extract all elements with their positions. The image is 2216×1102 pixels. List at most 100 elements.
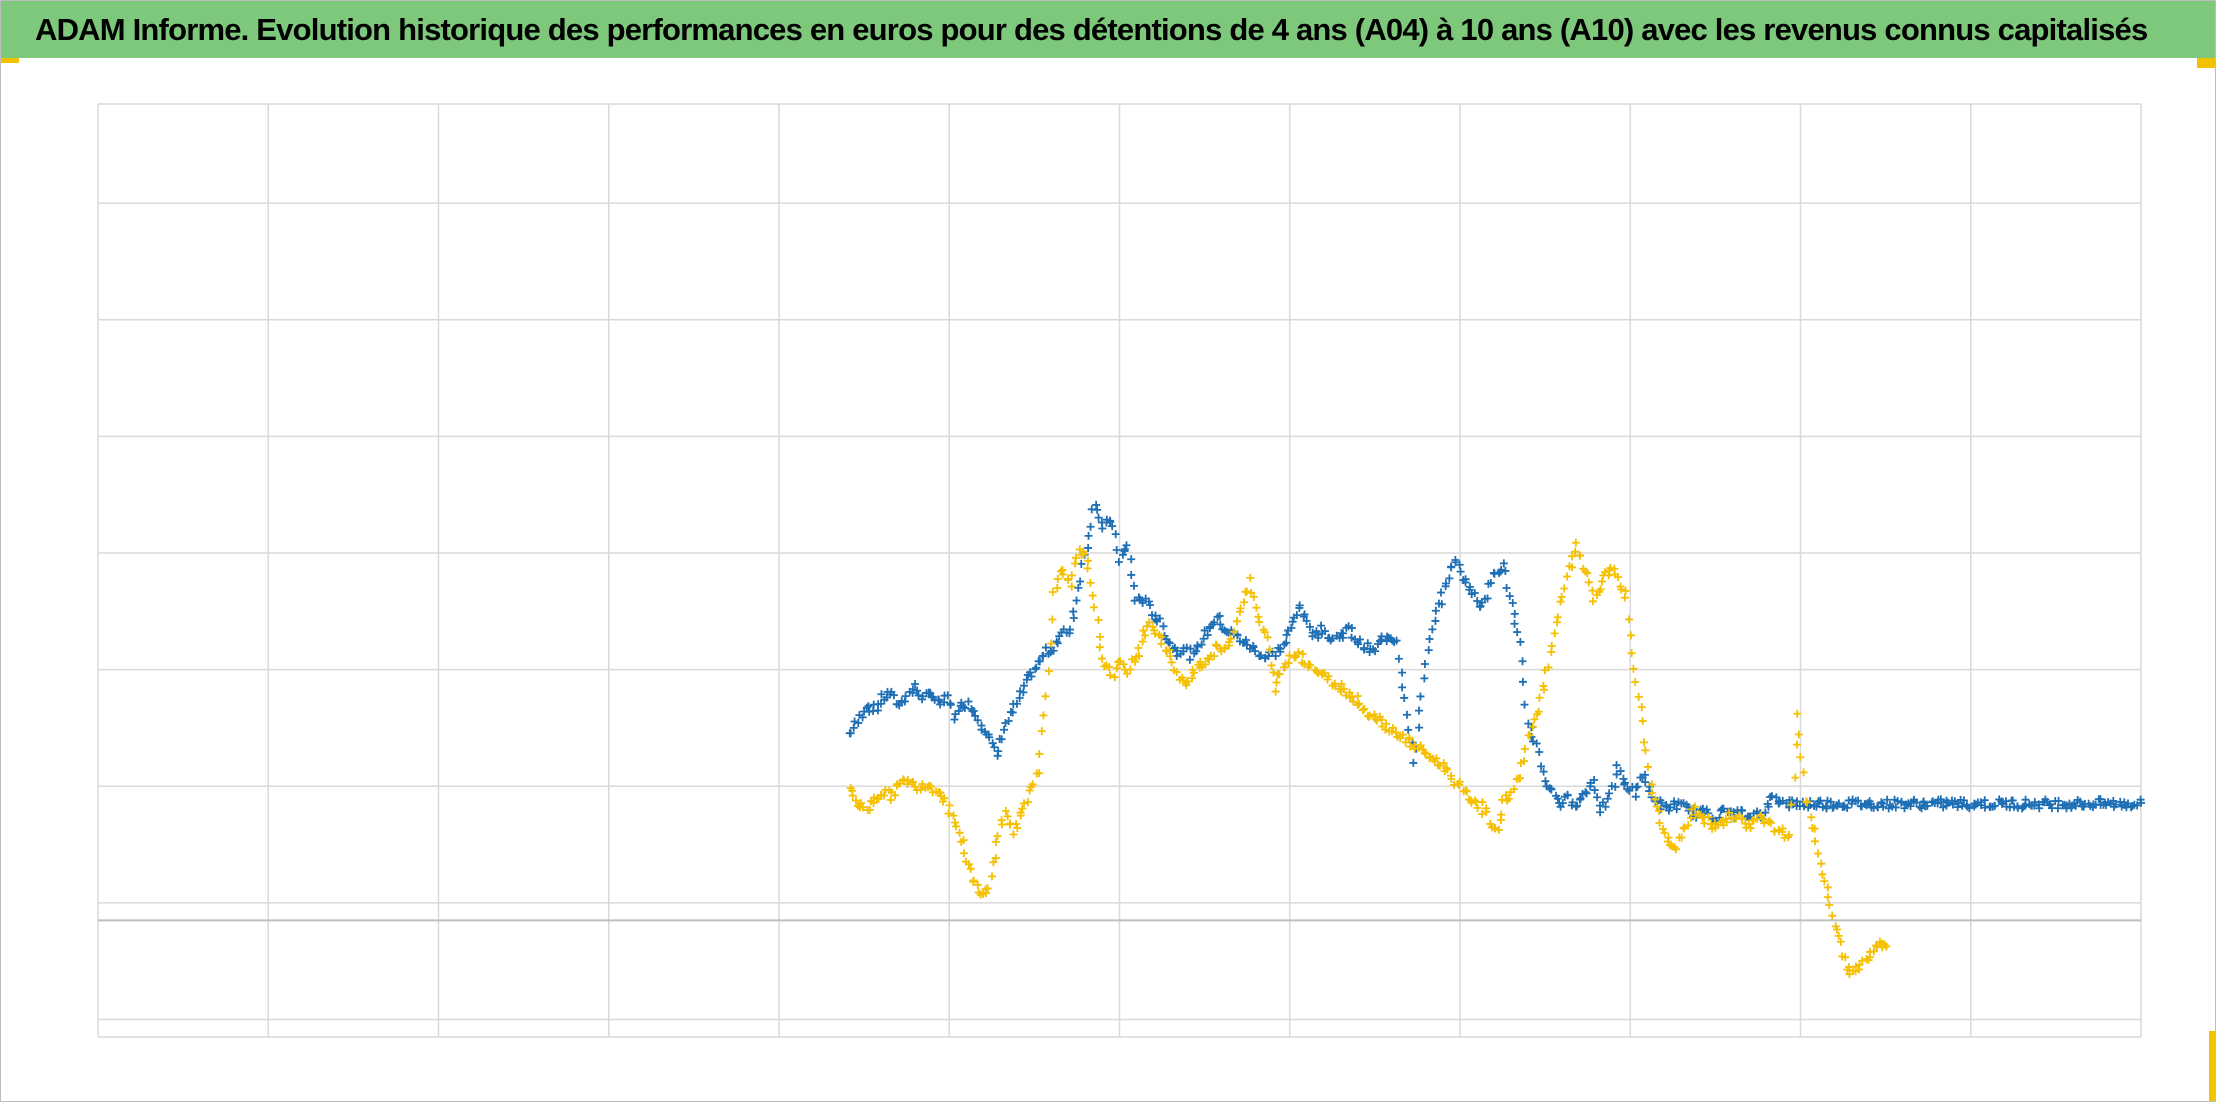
data-point-series-2 [1442, 764, 1451, 773]
data-point-series-2 [1820, 877, 1829, 886]
data-point-series-2 [1067, 582, 1076, 591]
data-point-series-1 [1883, 795, 1892, 804]
data-point-series-2 [1539, 681, 1548, 690]
data-point-series-1 [1120, 545, 1129, 554]
data-point-series-2 [1684, 821, 1693, 830]
data-point-series-2 [1337, 679, 1346, 688]
data-point-series-2 [1126, 665, 1135, 674]
data-point-series-1 [1282, 630, 1291, 639]
data-point-series-1 [1015, 694, 1024, 703]
data-point-series-2 [1626, 631, 1635, 640]
data-point-series-2 [991, 854, 1000, 863]
data-point-series-2 [1793, 709, 1802, 718]
corner-accent-top-right [2197, 58, 2215, 68]
data-point-series-1 [1431, 616, 1440, 625]
data-point-series-1 [990, 743, 999, 752]
data-point-series-1 [1317, 621, 1326, 630]
data-point-series-2 [1134, 644, 1143, 653]
data-point-series-2 [1009, 830, 1018, 839]
corner-accent-right-edge [2209, 1031, 2215, 1101]
data-point-series-2 [1003, 812, 1012, 821]
data-point-series-2 [1828, 911, 1837, 920]
data-point-series-2 [1855, 960, 1864, 969]
data-point-series-2 [1722, 818, 1731, 827]
data-point-series-2 [1035, 769, 1044, 778]
data-point-series-2 [1482, 807, 1491, 816]
data-point-series-2 [1760, 819, 1769, 828]
data-point-series-2 [1275, 670, 1284, 679]
data-point-series-2 [1799, 768, 1808, 777]
data-point-series-2 [952, 822, 961, 831]
data-point-series-1 [1518, 677, 1527, 686]
data-point-series-2 [1625, 615, 1634, 624]
data-point-series-1 [1098, 524, 1107, 533]
data-point-series-1 [1420, 674, 1429, 683]
data-point-series-2 [1157, 639, 1166, 648]
data-point-series-2 [903, 776, 912, 785]
data-point-series-1 [2137, 798, 2146, 807]
data-point-series-2 [991, 837, 1000, 846]
data-point-series-1 [2030, 798, 2039, 807]
data-point-series-2 [1491, 824, 1500, 833]
data-point-series-1 [973, 716, 982, 725]
data-point-series-2 [1067, 571, 1076, 580]
data-point-series-1 [1074, 583, 1083, 592]
data-point-series-2 [1119, 660, 1128, 669]
data-point-series-2 [858, 803, 867, 812]
data-point-series-1 [1508, 599, 1517, 608]
data-point-series-1 [1416, 692, 1425, 701]
data-point-series-1 [1774, 799, 1783, 808]
data-point-series-2 [1094, 616, 1103, 625]
data-point-series-1 [1127, 570, 1136, 579]
data-point-series-2 [1166, 652, 1175, 661]
data-point-series-2 [1550, 629, 1559, 638]
data-point-series-2 [988, 872, 997, 881]
data-point-series-2 [1183, 677, 1192, 686]
data-point-series-1 [1249, 643, 1258, 652]
data-point-series-1 [1702, 805, 1711, 814]
data-point-series-2 [1629, 664, 1638, 673]
data-point-series-2 [1331, 682, 1340, 691]
data-point-series-2 [1354, 699, 1363, 708]
data-point-series-2 [1232, 617, 1241, 626]
data-point-series-1 [1553, 794, 1562, 803]
data-point-series-2 [1655, 818, 1664, 827]
data-point-series-1 [1539, 767, 1548, 776]
data-point-series-2 [1020, 799, 1028, 808]
data-point-series-2 [1462, 787, 1471, 796]
data-point-series-1 [1415, 706, 1423, 715]
data-point-series-1 [1314, 630, 1323, 639]
data-point-series-2 [1447, 774, 1456, 783]
data-point-series-2 [1053, 575, 1062, 584]
data-point-series-2 [1110, 673, 1119, 682]
data-point-series-2 [1210, 652, 1219, 661]
data-point-series-2 [1660, 829, 1669, 838]
data-point-series-1 [1084, 531, 1093, 540]
data-point-series-1 [1923, 801, 1932, 810]
data-point-series-2 [1845, 963, 1854, 972]
data-point-series-1 [1547, 785, 1556, 794]
data-point-series-2 [1013, 824, 1022, 833]
data-point-series-2 [1652, 802, 1661, 811]
data-point-series-1 [1004, 717, 1013, 726]
data-point-series-2 [1112, 664, 1121, 673]
data-point-series-1 [877, 690, 886, 699]
data-point-series-1 [1022, 675, 1031, 684]
data-point-series-2 [1265, 645, 1274, 654]
data-point-series-1 [1118, 550, 1127, 559]
data-point-series-1 [1510, 609, 1519, 618]
data-point-series-1 [1843, 803, 1852, 812]
data-point-series-2 [964, 860, 973, 869]
data-point-series-1 [1497, 565, 1506, 574]
data-point-series-2 [1104, 663, 1113, 672]
data-point-series-1 [1398, 683, 1407, 692]
data-point-series-2 [1528, 722, 1537, 731]
data-point-series-2 [1746, 824, 1755, 833]
data-point-series-2 [1249, 592, 1258, 601]
data-point-series-2 [1791, 773, 1800, 782]
data-point-series-1 [2053, 804, 2062, 813]
data-point-series-1 [1445, 574, 1454, 583]
data-point-series-2 [1039, 711, 1048, 720]
data-point-series-2 [1617, 585, 1626, 594]
data-point-series-1 [1605, 789, 1614, 798]
